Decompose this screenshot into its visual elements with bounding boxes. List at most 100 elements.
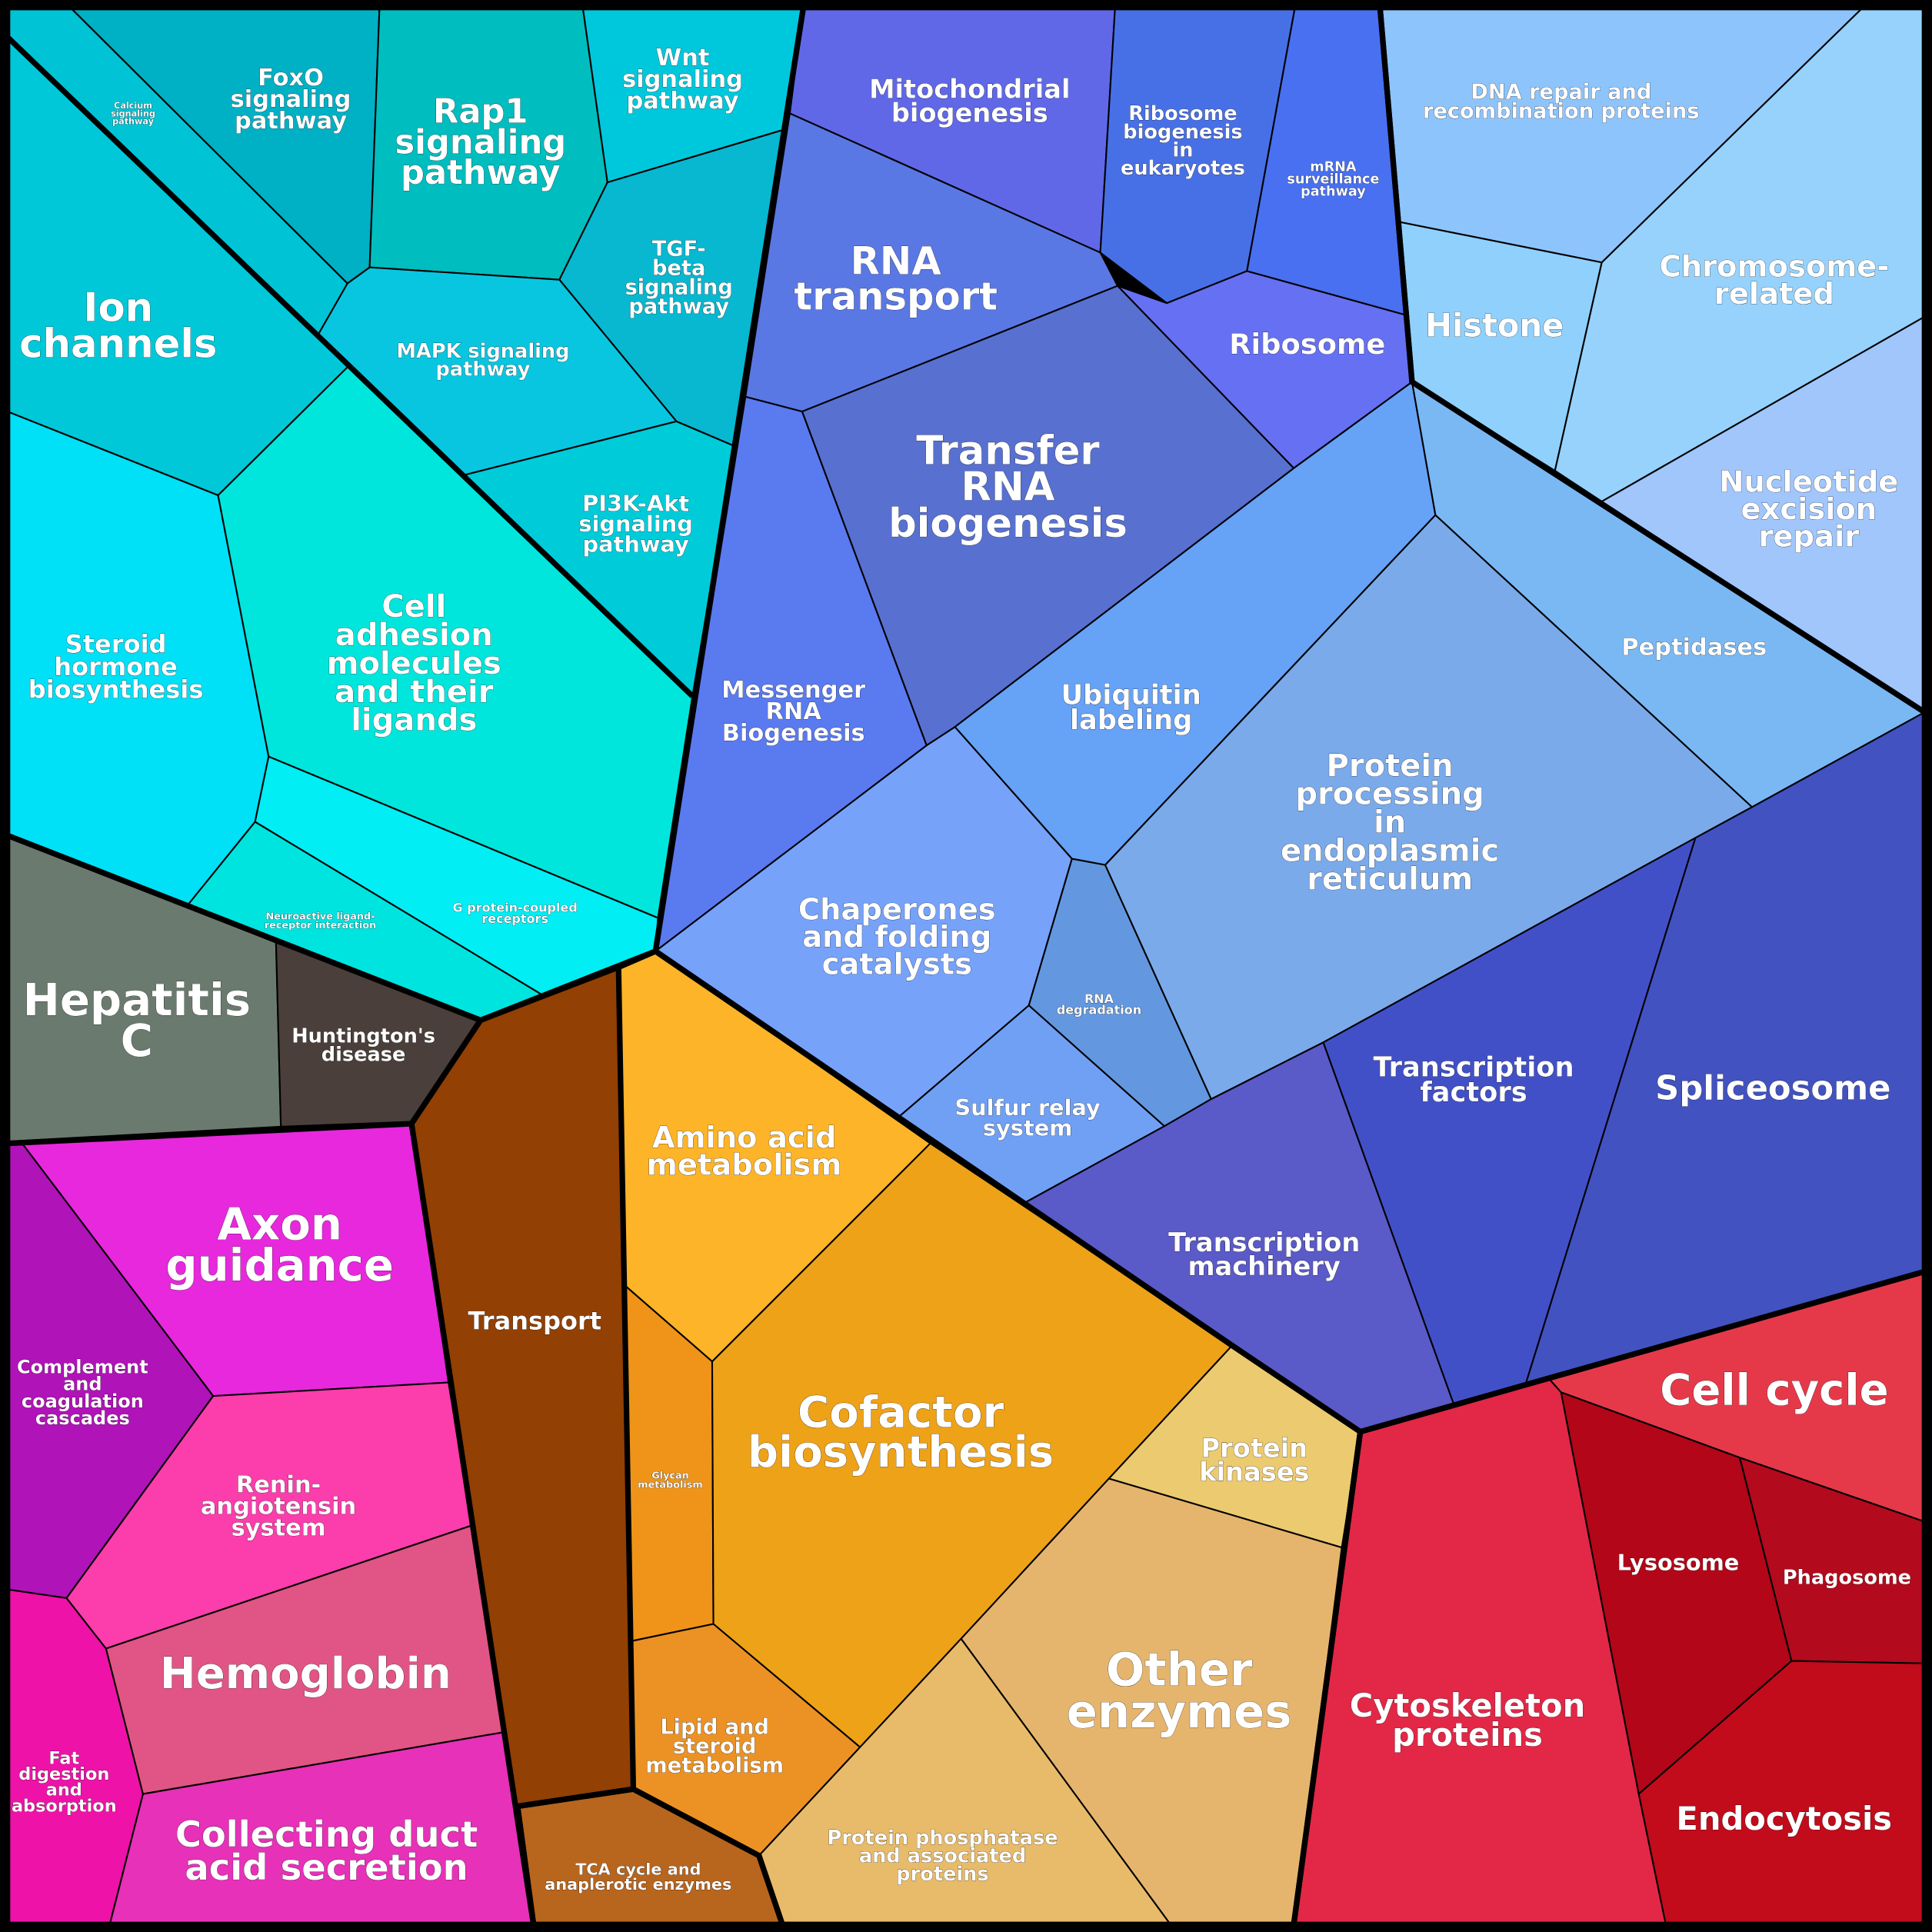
label-complement-and-coagulation-cascades: Complement and coagulation cascades bbox=[17, 1357, 148, 1429]
label-line: Amino acid bbox=[652, 1121, 837, 1155]
label-protein-kinases: Protein kinases bbox=[1199, 1434, 1309, 1487]
label-collecting-duct-acid-secretion: Collecting duct acid secretion bbox=[175, 1814, 478, 1888]
label-line: Messenger bbox=[721, 677, 865, 704]
label-phagosome: Phagosome bbox=[1783, 1567, 1911, 1590]
label-huntington-s-disease: Huntington's disease bbox=[291, 1025, 435, 1067]
label-line: Protein bbox=[1201, 1434, 1308, 1464]
label-line: steroid bbox=[673, 1735, 757, 1759]
label-line: metabolism bbox=[645, 1754, 784, 1778]
label-tgf-beta-signaling-pathway: TGF-beta signaling pathway bbox=[625, 237, 733, 318]
label-line: receptor interaction bbox=[265, 920, 376, 931]
label-line: in bbox=[1374, 805, 1406, 841]
label-messenger-rna-biogenesis: Messenger RNA Biogenesis bbox=[721, 677, 865, 747]
label-line: Protein bbox=[1327, 748, 1454, 784]
label-fat-digestion-and-absorption: Fat digestion and absorption bbox=[12, 1748, 117, 1816]
label-spliceosome: Spliceosome bbox=[1655, 1070, 1890, 1108]
label-line: and folding bbox=[802, 920, 991, 954]
label-line: disease bbox=[321, 1043, 406, 1066]
label-peptidases: Peptidases bbox=[1621, 635, 1767, 661]
group-border bbox=[5, 35, 695, 698]
label-line: signaling bbox=[578, 511, 693, 537]
label-line: pathway bbox=[628, 295, 729, 319]
label-line: pathway bbox=[582, 531, 689, 557]
label-line: Wnt bbox=[656, 45, 710, 72]
label-line: Axon bbox=[217, 1198, 341, 1251]
label-line: pathway bbox=[401, 154, 561, 192]
label-line: recombination proteins bbox=[1423, 99, 1700, 123]
label-line: cascades bbox=[35, 1407, 130, 1429]
label-line: RNA bbox=[851, 239, 942, 284]
label-line: Mitochondrial bbox=[869, 75, 1070, 105]
label-line: PI3K-Akt bbox=[582, 490, 689, 516]
label-line: absorption bbox=[12, 1796, 117, 1816]
label-line: DNA repair and bbox=[1471, 80, 1651, 104]
label-amino-acid-metabolism: Amino acid metabolism bbox=[647, 1121, 842, 1182]
label-line: guidance bbox=[165, 1239, 394, 1291]
label-line: catalysts bbox=[822, 947, 972, 981]
label-line: Huntington's bbox=[291, 1025, 435, 1048]
label-line: TCA cycle and bbox=[575, 1860, 701, 1879]
label-line: signaling bbox=[231, 86, 351, 113]
label-line: Transfer bbox=[916, 428, 1100, 475]
label-line: and associated bbox=[859, 1845, 1026, 1868]
label-line: pathway bbox=[235, 108, 347, 135]
label-line: Histone bbox=[1425, 307, 1564, 345]
label-endocytosis: Endocytosis bbox=[1676, 1800, 1892, 1837]
label-line: RNA bbox=[961, 465, 1054, 511]
label-line: Nucleotide bbox=[1719, 465, 1898, 500]
label-line: anaplerotic enzymes bbox=[545, 1875, 731, 1894]
label-line: ligands bbox=[351, 703, 477, 738]
label-tca-cycle-and-anaplerotic-enzymes: TCA cycle and anaplerotic enzymes bbox=[545, 1860, 731, 1894]
label-line: enzymes bbox=[1067, 1685, 1292, 1738]
label-line: and bbox=[46, 1780, 82, 1800]
label-line: factors bbox=[1420, 1077, 1527, 1108]
label-line: and their bbox=[335, 675, 494, 710]
label-line: Transcription bbox=[1168, 1227, 1360, 1257]
label-line: FoxO bbox=[258, 65, 324, 92]
label-line: machinery bbox=[1188, 1251, 1341, 1281]
label-line: Ribosome bbox=[1128, 102, 1237, 125]
label-line: Endocytosis bbox=[1676, 1800, 1892, 1837]
label-ribosome-biogenesis-in-eukaryotes: Ribosome biogenesis in eukaryotes bbox=[1121, 102, 1245, 180]
label-lipid-and-steroid-metabolism: Lipid and steroid metabolism bbox=[645, 1716, 784, 1778]
label-line: Spliceosome bbox=[1655, 1070, 1890, 1108]
label-ribosome: Ribosome bbox=[1229, 328, 1385, 361]
label-line: hormone bbox=[54, 652, 178, 681]
label-line: C bbox=[121, 1014, 153, 1067]
label-cell-cycle: Cell cycle bbox=[1660, 1366, 1888, 1416]
label-line: mRNA bbox=[1310, 159, 1357, 175]
label-line: Lysosome bbox=[1617, 1549, 1740, 1575]
label-line: endoplasmic bbox=[1281, 833, 1499, 868]
label-line: processing bbox=[1295, 777, 1484, 812]
label-line: Sulfur relay bbox=[954, 1094, 1101, 1121]
label-line: Cell bbox=[381, 589, 446, 625]
label-line: labeling bbox=[1070, 705, 1192, 736]
label-line: biogenesis bbox=[888, 501, 1128, 547]
label-line: Hemoglobin bbox=[160, 1649, 451, 1699]
label-line: Renin- bbox=[236, 1471, 321, 1498]
label-mrna-surveillance-pathway: mRNA surveillance pathway bbox=[1287, 159, 1379, 199]
label-renin-angiotensin-system: Renin-angiotensin system bbox=[201, 1471, 356, 1541]
label-line: Peptidases bbox=[1621, 635, 1767, 661]
label-line: signaling bbox=[622, 66, 743, 93]
label-line: proteins bbox=[896, 1863, 989, 1886]
label-line: Ion bbox=[83, 285, 153, 331]
label-rap1-signaling-pathway: Rap1 signaling pathway bbox=[395, 93, 566, 193]
label-line: Rap1 bbox=[433, 93, 528, 132]
label-line: kinases bbox=[1199, 1457, 1309, 1487]
label-line: pathway bbox=[627, 88, 739, 115]
label-histone: Histone bbox=[1425, 307, 1564, 345]
label-line: Ubiquitin bbox=[1061, 680, 1201, 711]
label-line: MAPK signaling bbox=[397, 340, 570, 363]
label-line: TGF- bbox=[652, 237, 706, 261]
label-sulfur-relay-system: Sulfur relay system bbox=[954, 1094, 1101, 1141]
label-line: signaling bbox=[395, 123, 566, 162]
label-line: adhesion bbox=[335, 618, 493, 653]
label-line: Protein phosphatase bbox=[828, 1827, 1058, 1850]
label-ubiquitin-labeling: Ubiquitin labeling bbox=[1061, 680, 1201, 736]
label-transcription-machinery: Transcription machinery bbox=[1168, 1227, 1360, 1281]
label-line: biosynthesis bbox=[28, 675, 204, 704]
label-line: Chaperones bbox=[798, 893, 996, 928]
group-border bbox=[5, 5, 1927, 1927]
